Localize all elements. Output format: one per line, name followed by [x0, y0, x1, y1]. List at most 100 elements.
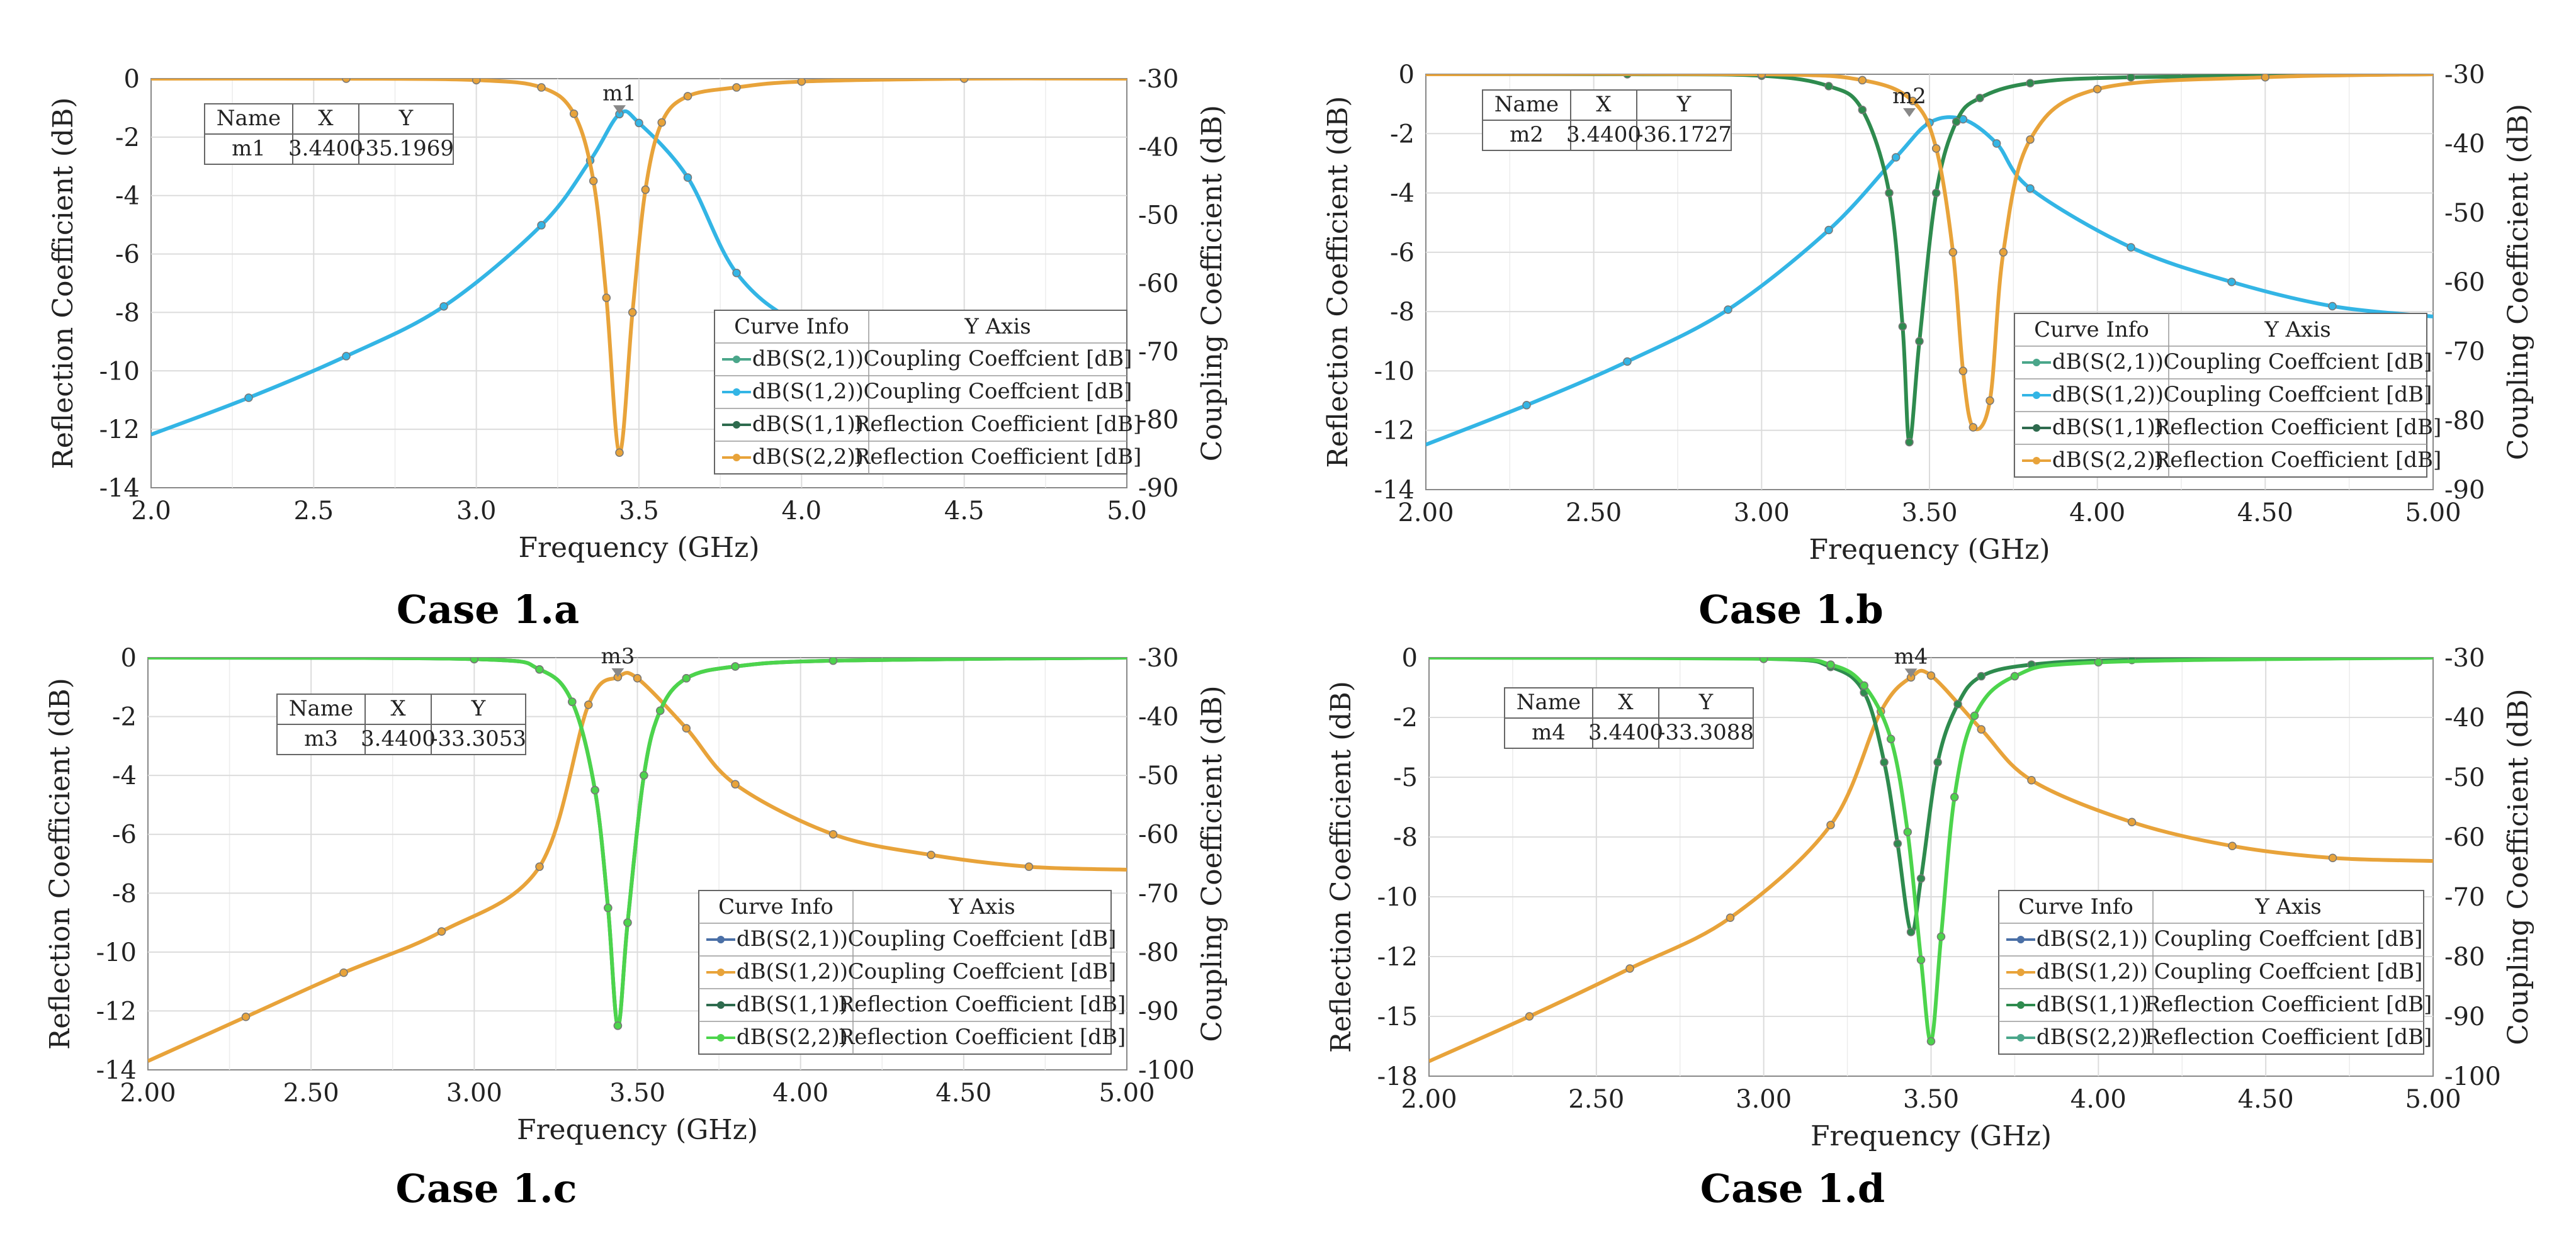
marker-table-header: Name [1517, 690, 1581, 715]
legend-header-curve: Curve Info [2018, 894, 2133, 919]
y2-tick-label: -70 [1138, 879, 1178, 908]
x-tick-label: 3.5 [619, 497, 659, 525]
y-tick-label: -10 [96, 938, 137, 967]
data-point [1824, 225, 1833, 235]
legend-axis-name: Reflection Coefficient [dB] [839, 1025, 1126, 1050]
data-point [1952, 117, 1961, 126]
marker-table-header: X [390, 696, 406, 721]
data-point [2328, 301, 2337, 311]
chart-panel-4: 2.00 2.50 3.00 3.50 4.00 4.50 5.00 0 -2 -5 -8 -10 -1… [1325, 644, 2534, 1211]
y2-tick-label: -30 [2444, 60, 2485, 89]
y2-tick-label: -100 [2444, 1062, 2501, 1091]
marker-table-cell: m2 [1510, 122, 1544, 147]
case-caption: Case 1.c [396, 1166, 577, 1211]
data-point [1916, 955, 1926, 965]
marker-table-cell: m4 [1532, 720, 1566, 745]
data-point [683, 173, 692, 182]
series-line-dbs22 [148, 658, 1127, 1028]
y2-tick-label: -60 [2444, 823, 2485, 852]
data-point [342, 352, 351, 361]
y-axis-label: Reflection Coefficient (dB) [47, 98, 79, 469]
data-point [641, 185, 650, 194]
y-axis-label: Reflection Coefficient (dB) [44, 678, 76, 1050]
x-tick-label: 4.50 [2237, 498, 2293, 527]
data-point [244, 393, 253, 402]
legend-swatch-marker [2017, 936, 2025, 943]
y-tick-label: -12 [1374, 417, 1415, 446]
legend-header-axis: Y Axis [948, 894, 1015, 919]
data-point [1970, 711, 1979, 721]
x-tick-label: 4.50 [935, 1079, 991, 1108]
marker-table-header: X [1596, 92, 1612, 117]
legend-curve-name: dB(S(1,2)) [737, 959, 848, 984]
y2-tick-label: -80 [2444, 407, 2485, 435]
legend-axis-name: Coupling Coeffcient [dB] [2154, 926, 2423, 952]
legend-header-curve: Curve Info [2034, 317, 2149, 342]
data-point [339, 968, 348, 977]
marker-table-cell: m1 [232, 136, 266, 161]
data-point [1824, 82, 1833, 91]
case-caption: Case 1.d [1700, 1166, 1885, 1211]
marker-table: Name X Ym3 3.4400-33.3053 [276, 694, 526, 755]
y2-tick-label: -30 [2444, 644, 2485, 673]
legend-swatch-marker [717, 1034, 725, 1042]
y-tick-label: -8 [112, 879, 137, 908]
marker-table-header: Name [1494, 92, 1559, 117]
legend-header-curve: Curve Info [734, 314, 849, 339]
data-point [1948, 248, 1958, 257]
legend-axis-name: Reflection Coefficient [dB] [2154, 447, 2442, 473]
data-point [1898, 322, 1907, 331]
legend-frame [1998, 890, 2424, 1055]
legend-curve-name: dB(S(2,2)) [2052, 447, 2164, 473]
legend-swatch-marker [717, 969, 725, 976]
y2-axis-label: Coupling Coefficient (dB) [1196, 685, 1228, 1042]
marker-triangle [611, 668, 624, 677]
data-point [2026, 184, 2035, 193]
legend: Curve Info Y Axis dB(S(2,1)) Coupling Coeff… [698, 890, 1126, 1055]
legend-curve-name: dB(S(2,1)) [737, 926, 848, 952]
x-tick-label: 2.50 [283, 1079, 339, 1108]
y-tick-label: -14 [1374, 476, 1415, 505]
data-point [615, 448, 624, 458]
y2-tick-label: -90 [2444, 1003, 2485, 1031]
x-tick-label: 4.00 [772, 1079, 828, 1108]
legend-curve-name: dB(S(2,2)) [752, 444, 864, 469]
series-group [1429, 658, 2433, 1064]
data-point [2027, 776, 2036, 785]
data-point [633, 674, 642, 683]
marker-table: Name X Ym4 3.4400-33.3088 [1504, 687, 1754, 749]
data-point [732, 269, 741, 278]
data-point [1525, 1012, 1534, 1021]
data-point [535, 862, 544, 871]
legend-swatch-marker [2033, 391, 2040, 399]
legend-frame [714, 310, 1127, 475]
data-point [2261, 74, 2270, 82]
data-point [2026, 79, 2035, 87]
legend: Curve Info Y Axis dB(S(2,1)) Coupling Coeff… [714, 310, 1141, 475]
data-point [1926, 1037, 1936, 1046]
data-point [2093, 84, 2102, 94]
data-point [584, 700, 593, 709]
y2-tick-label: -50 [2444, 199, 2485, 228]
x-tick-label: 2.0 [131, 497, 171, 525]
y-tick-label: -4 [112, 761, 137, 790]
data-point [1757, 74, 1766, 79]
marker-table-header: Name [289, 696, 353, 721]
data-point [1950, 792, 1959, 802]
x-tick-label: 3.50 [609, 1079, 665, 1108]
legend-axis-name: Coupling Coeffcient [dB] [864, 346, 1133, 371]
x-axis-label: Frequency (GHz) [1811, 1120, 2052, 1152]
chart-panel-3: 2.00 2.50 3.00 3.50 4.00 4.50 5.00 0 -2 -4 -6 -8 -10… [44, 644, 1228, 1211]
legend-header-axis: Y Axis [964, 314, 1031, 339]
marker-table: Name X Ym2 3.4400-36.1727 [1482, 89, 1732, 151]
data-point [589, 176, 598, 186]
legend-axis-name: Coupling Coeffcient [dB] [864, 379, 1133, 404]
marker-triangle [613, 105, 626, 115]
data-point [682, 674, 691, 683]
marker-table-header: X [1618, 690, 1634, 715]
y-tick-label: -14 [96, 1056, 137, 1085]
marker-table-header: Name [217, 106, 281, 131]
legend-curve-name: dB(S(2,2)) [737, 1025, 848, 1050]
data-point [683, 92, 692, 101]
marker-table: Name X Ym1 3.4400-35.1969 [204, 103, 454, 165]
